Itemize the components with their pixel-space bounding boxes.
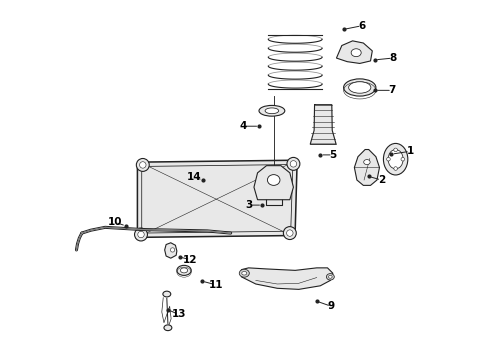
Polygon shape bbox=[165, 243, 177, 258]
Text: 6: 6 bbox=[358, 21, 365, 31]
Ellipse shape bbox=[242, 271, 247, 275]
Text: 9: 9 bbox=[327, 301, 335, 311]
Circle shape bbox=[135, 228, 147, 241]
Circle shape bbox=[287, 157, 300, 170]
Polygon shape bbox=[337, 41, 372, 63]
Text: 2: 2 bbox=[378, 175, 385, 185]
Ellipse shape bbox=[268, 175, 280, 185]
Ellipse shape bbox=[329, 275, 332, 278]
Circle shape bbox=[287, 230, 293, 236]
Polygon shape bbox=[310, 105, 336, 144]
Ellipse shape bbox=[343, 79, 376, 96]
Text: 5: 5 bbox=[329, 150, 337, 160]
Polygon shape bbox=[266, 176, 282, 205]
Text: 4: 4 bbox=[240, 121, 247, 131]
Text: 7: 7 bbox=[389, 85, 396, 95]
Text: 10: 10 bbox=[108, 217, 122, 227]
Polygon shape bbox=[242, 268, 333, 289]
Circle shape bbox=[401, 157, 405, 161]
Text: 13: 13 bbox=[172, 310, 186, 319]
Ellipse shape bbox=[383, 143, 408, 175]
Circle shape bbox=[136, 158, 149, 171]
Ellipse shape bbox=[326, 274, 334, 280]
Ellipse shape bbox=[171, 248, 175, 252]
Ellipse shape bbox=[239, 269, 249, 277]
Polygon shape bbox=[354, 149, 379, 185]
Text: 1: 1 bbox=[406, 146, 414, 156]
Ellipse shape bbox=[388, 149, 403, 169]
Circle shape bbox=[140, 162, 146, 168]
Ellipse shape bbox=[163, 291, 171, 297]
Circle shape bbox=[283, 226, 296, 239]
Circle shape bbox=[290, 161, 296, 167]
Circle shape bbox=[387, 157, 390, 161]
Text: 11: 11 bbox=[208, 280, 223, 290]
Ellipse shape bbox=[364, 159, 370, 165]
Polygon shape bbox=[137, 160, 297, 237]
Ellipse shape bbox=[265, 108, 279, 114]
Circle shape bbox=[394, 148, 397, 152]
Ellipse shape bbox=[259, 105, 285, 116]
Ellipse shape bbox=[349, 82, 371, 93]
Ellipse shape bbox=[180, 268, 188, 273]
Text: 14: 14 bbox=[187, 172, 201, 182]
Text: 3: 3 bbox=[245, 200, 252, 210]
Text: 8: 8 bbox=[389, 53, 396, 63]
Circle shape bbox=[138, 231, 144, 238]
Polygon shape bbox=[254, 166, 294, 200]
Ellipse shape bbox=[351, 49, 361, 57]
Ellipse shape bbox=[164, 325, 172, 330]
Circle shape bbox=[394, 167, 397, 170]
Ellipse shape bbox=[177, 265, 191, 275]
Text: 12: 12 bbox=[183, 255, 198, 265]
